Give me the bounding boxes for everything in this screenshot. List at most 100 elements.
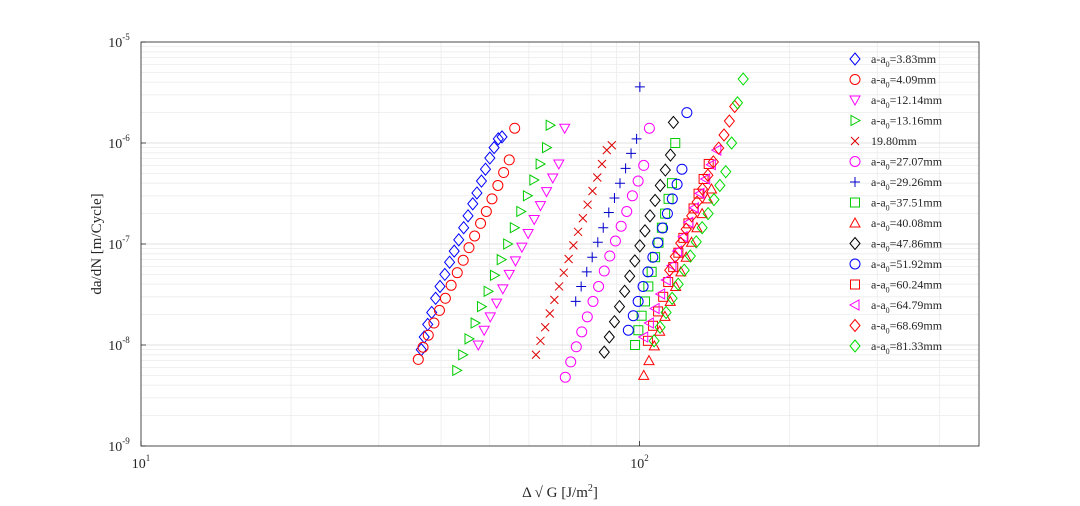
legend-label-rest: =81.33mm <box>890 339 943 353</box>
legend-label-main: a-a <box>871 319 886 333</box>
data-point <box>509 221 521 234</box>
data-point <box>637 280 649 292</box>
data-point <box>453 233 465 247</box>
data-point <box>702 168 714 182</box>
legend-label-main: a-a <box>871 196 886 210</box>
series-6 <box>559 122 655 383</box>
data-point <box>598 222 609 233</box>
data-point <box>649 302 660 315</box>
legend-item: a-a0=27.07mm <box>849 155 943 172</box>
data-point <box>439 292 451 304</box>
data-point <box>522 189 534 202</box>
data-point <box>664 263 676 278</box>
data-point <box>503 154 515 166</box>
legend-label: a-a0=81.33mm <box>871 339 943 356</box>
data-point <box>675 236 687 250</box>
data-point <box>486 193 498 205</box>
data-point <box>492 179 504 191</box>
data-point <box>472 340 485 352</box>
tick-base: 10 <box>108 238 122 253</box>
y-tick-label: 10-8 <box>108 335 130 354</box>
legend-marker <box>849 339 861 353</box>
data-point <box>666 291 678 306</box>
legend-marker <box>849 74 861 85</box>
data-point <box>536 336 545 346</box>
series-3 <box>472 123 571 352</box>
legend-label: a-a0=29.26mm <box>871 175 943 192</box>
data-point <box>666 193 678 205</box>
data-point <box>475 174 488 188</box>
data-point <box>637 369 650 380</box>
data-point <box>691 221 703 233</box>
data-point <box>598 345 610 359</box>
data-point <box>729 99 741 114</box>
data-point <box>592 173 602 182</box>
legend-label-main: a-a <box>871 93 886 107</box>
data-point <box>685 236 698 247</box>
data-point <box>686 209 698 223</box>
legend-item: a-a0=37.51mm <box>850 196 943 213</box>
tick-base: 10 <box>108 440 122 455</box>
series-2 <box>412 122 521 365</box>
legend-label: 19.80mm <box>871 134 917 148</box>
data-point <box>657 222 669 234</box>
legend-label: a-a0=3.83mm <box>871 52 937 69</box>
series-7 <box>570 81 645 307</box>
data-point <box>667 115 680 130</box>
data-point <box>675 265 687 277</box>
data-point <box>642 266 654 278</box>
legend-label: a-a0=68.69mm <box>871 319 943 336</box>
data-point <box>654 288 666 300</box>
legend-label-main: a-a <box>871 216 886 230</box>
data-point <box>483 285 495 298</box>
data-point <box>696 207 708 219</box>
data-point <box>632 175 644 187</box>
data-point <box>637 331 649 343</box>
data-point <box>422 317 434 332</box>
data-point <box>445 279 457 291</box>
data-point <box>452 364 463 377</box>
data-point <box>433 304 445 316</box>
series-4 <box>452 119 557 377</box>
data-point <box>669 249 681 264</box>
legend-label-rest: =51.92mm <box>890 257 943 271</box>
data-point <box>603 330 615 344</box>
data-point <box>680 251 693 262</box>
data-point <box>540 322 550 332</box>
data-point <box>534 201 547 212</box>
data-point <box>684 249 696 263</box>
data-point <box>588 186 597 196</box>
legend-label-main: a-a <box>871 52 886 66</box>
data-point <box>496 253 508 266</box>
legend-label-main: a-a <box>871 298 886 312</box>
data-point <box>458 348 469 361</box>
data-point <box>528 214 541 226</box>
data-point <box>649 193 661 208</box>
x-tick-label: 101 <box>132 453 151 472</box>
tick-base: 10 <box>108 339 122 354</box>
data-point <box>545 309 555 318</box>
data-point <box>439 267 451 282</box>
legend-label-sub: 0 <box>886 265 890 274</box>
data-point <box>559 268 569 278</box>
tick-exponent: -7 <box>122 234 130 244</box>
data-point <box>643 122 655 134</box>
data-points <box>412 72 749 383</box>
legend-label-sub: 0 <box>886 183 890 192</box>
data-point <box>565 356 577 368</box>
legend-item: a-a0=64.79mm <box>848 298 943 315</box>
data-point <box>554 282 564 291</box>
data-point <box>559 371 571 383</box>
x-tick-label: 102 <box>630 453 649 472</box>
data-point <box>737 72 749 86</box>
data-point <box>503 269 516 281</box>
data-point <box>639 224 651 238</box>
data-point <box>696 220 708 235</box>
data-point <box>463 242 475 254</box>
legend-label-sub: 0 <box>886 163 890 172</box>
legend-label: a-a0=40.08mm <box>871 216 943 233</box>
legend-item: a-a0=4.09mm <box>849 73 937 90</box>
data-point <box>496 130 508 144</box>
y-axis-label: da/dN [m/Cycle] <box>89 193 105 294</box>
legend-label-rest: =4.09mm <box>890 73 937 87</box>
